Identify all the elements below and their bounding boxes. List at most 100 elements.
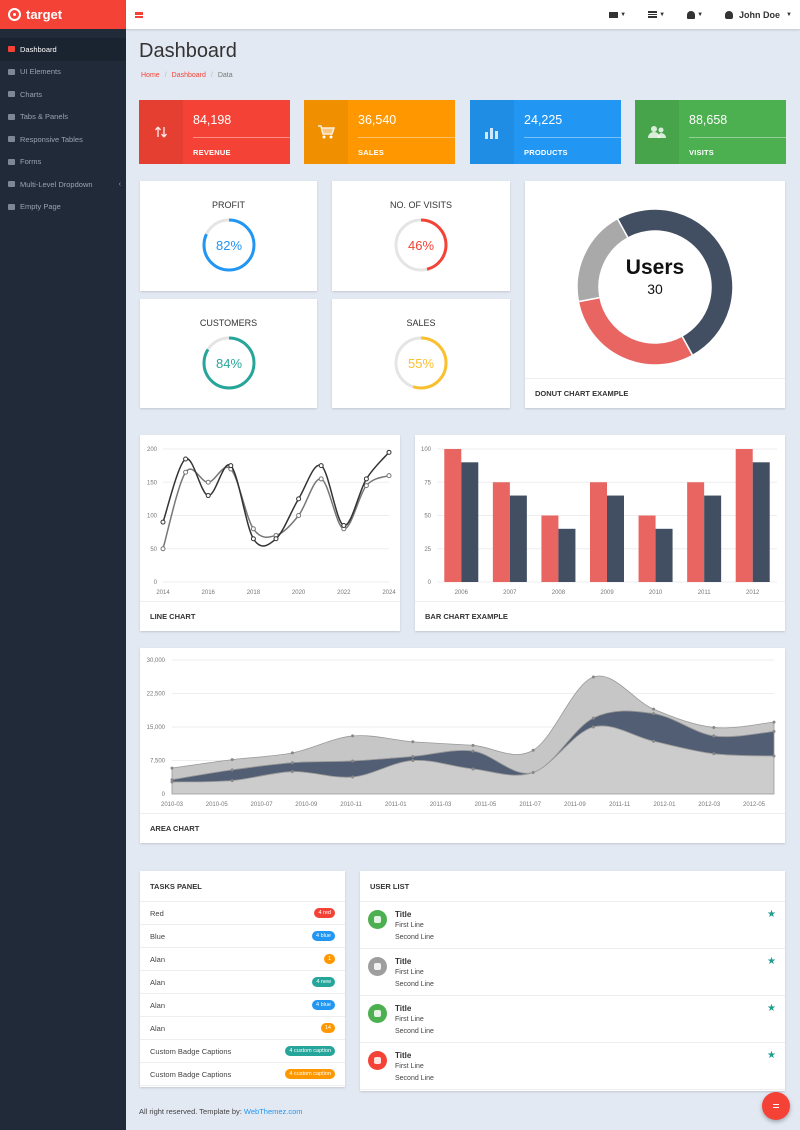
- floating-menu-button[interactable]: [762, 1092, 790, 1120]
- x-tick-label: 2011: [698, 590, 712, 596]
- brand-name: target: [26, 7, 63, 22]
- card-title: PROFIT: [212, 200, 245, 210]
- line-point: [205, 479, 211, 485]
- sidebar-item-responsive-tables[interactable]: Responsive Tables: [0, 128, 126, 151]
- task-badge: 14: [320, 1023, 335, 1033]
- x-tick-label: 2011-07: [519, 802, 541, 808]
- user-item-title: Title: [395, 1004, 412, 1013]
- area-point: [471, 749, 475, 753]
- area-point: [230, 758, 234, 762]
- tasks-list-icon: [648, 11, 658, 18]
- stat-value: 24,225: [524, 113, 563, 127]
- alerts-dropdown[interactable]: ▼: [687, 10, 703, 19]
- sidebar-item-forms[interactable]: Forms: [0, 151, 126, 174]
- donut-title: Users: [626, 256, 684, 279]
- x-tick-label: 2010-09: [295, 802, 318, 808]
- task-label: Alan: [150, 954, 166, 964]
- y-tick-label: 25: [424, 547, 431, 553]
- user-list-panel: USER LIST Title First Line Second Line ★ Tit…: [360, 871, 785, 1091]
- task-item[interactable]: Custom Badge Captions 4 custom caption: [140, 1040, 345, 1063]
- user-list-item[interactable]: Title First Line Second Line ★: [360, 902, 785, 949]
- area-point: [170, 766, 174, 770]
- x-tick-label: 2010: [649, 590, 663, 596]
- line-point: [363, 476, 369, 482]
- area-point: [351, 775, 355, 779]
- x-tick-label: 2009: [600, 590, 614, 596]
- area-point: [531, 748, 535, 752]
- line-chart: 0 50 100 150 200 2014 2016 2018 2020 2022 2024: [147, 447, 396, 596]
- bar: [444, 449, 462, 582]
- task-badge: 4 new: [312, 977, 335, 987]
- x-tick-label: 2012: [746, 590, 760, 596]
- x-tick-label: 2012-05: [743, 802, 766, 808]
- user-item-title: Title: [395, 910, 412, 919]
- leaf-icon: [368, 910, 387, 929]
- breadcrumb-home[interactable]: Home: [141, 72, 160, 79]
- task-item[interactable]: Alan 14: [140, 1017, 345, 1040]
- area-point: [411, 754, 415, 758]
- messages-dropdown[interactable]: ▼: [609, 11, 626, 18]
- star-icon[interactable]: ★: [767, 909, 776, 920]
- footer-link[interactable]: WebThemez.com: [243, 1107, 303, 1116]
- bar: [509, 495, 527, 582]
- dashboard-icon: [8, 46, 15, 53]
- bar: [638, 515, 656, 582]
- exchange-icon: [154, 126, 168, 138]
- area-chart: 0 7,500 15,000 22,500 30,000 2010-03 2010-05 20…: [147, 658, 776, 808]
- task-item[interactable]: Blue 4 blue: [140, 925, 345, 948]
- edit-icon: [8, 158, 15, 165]
- task-label: Alan: [150, 1023, 166, 1033]
- x-tick-label: 2018: [247, 590, 261, 596]
- menu-toggle-icon[interactable]: [135, 11, 143, 18]
- area-point: [772, 720, 776, 724]
- tasks-dropdown[interactable]: ▼: [648, 11, 665, 18]
- brand-logo[interactable]: target: [0, 0, 126, 29]
- x-tick-label: 2011-11: [609, 802, 631, 808]
- task-item[interactable]: Custom Badge Captions 4 custom caption: [140, 1063, 345, 1086]
- task-badge: 4 blue: [312, 931, 335, 941]
- star-icon[interactable]: ★: [767, 1003, 776, 1014]
- x-tick-label: 2006: [455, 590, 469, 596]
- user-list-item[interactable]: Title First Line Second Line ★: [360, 949, 785, 996]
- percent-label: 84%: [215, 356, 241, 371]
- card-title: CUSTOMERS: [199, 318, 258, 328]
- task-item[interactable]: Alan 4 new: [140, 971, 345, 994]
- user-dropdown[interactable]: John Doe ▼: [725, 10, 792, 20]
- area-point: [712, 734, 716, 738]
- task-item[interactable]: Red 4 red: [140, 902, 345, 925]
- task-badge: 4 blue: [312, 1000, 335, 1010]
- user-list-item[interactable]: Title First Line Second Line ★: [360, 1043, 785, 1090]
- sidebar-item-dashboard[interactable]: Dashboard: [0, 38, 126, 61]
- star-icon[interactable]: ★: [767, 956, 776, 967]
- user-item-line2: Second Line: [395, 1028, 434, 1035]
- footer: All right reserved. Template by: WebThem…: [139, 1107, 303, 1116]
- y-tick-label: 50: [150, 547, 157, 553]
- sidebar-item-multi-level-dropdown[interactable]: Multi-Level Dropdown ‹: [0, 173, 126, 196]
- star-icon[interactable]: ★: [767, 1050, 776, 1061]
- breadcrumb-dashboard[interactable]: Dashboard: [171, 72, 206, 79]
- card-title: SALES: [406, 318, 436, 328]
- stat-label: REVENUE: [193, 148, 231, 157]
- area-point: [351, 734, 355, 738]
- percent-label: 55%: [408, 356, 434, 371]
- chevron-left-icon: ‹: [118, 180, 121, 188]
- sales-card: SALES 55%: [332, 299, 510, 408]
- sidebar-item-empty-page[interactable]: Empty Page: [0, 196, 126, 219]
- sidebar-item-ui-elements[interactable]: UI Elements: [0, 61, 126, 84]
- stat-tile-products: 24,225 PRODUCTS: [470, 100, 621, 164]
- line-point: [296, 496, 302, 502]
- line-point: [386, 473, 392, 479]
- line-point: [386, 449, 392, 455]
- x-tick-label: 2010-11: [340, 802, 362, 808]
- donut-slice: [616, 208, 734, 357]
- sidebar-item-charts[interactable]: Charts: [0, 83, 126, 106]
- task-item[interactable]: Alan 4 blue: [140, 994, 345, 1017]
- area-point: [591, 716, 595, 720]
- task-item[interactable]: Alan 1: [140, 948, 345, 971]
- task-badge: 4 red: [314, 908, 335, 918]
- user-list-item[interactable]: Title First Line Second Line ★: [360, 996, 785, 1043]
- y-tick-label: 100: [147, 514, 158, 520]
- panel-title: USER LIST: [360, 871, 785, 902]
- sidebar-item-tabs-panels[interactable]: Tabs & Panels: [0, 106, 126, 129]
- bar-chart: 0 25 50 75 100 2006 2007 2008 2009 2010 2011 2012: [421, 447, 777, 596]
